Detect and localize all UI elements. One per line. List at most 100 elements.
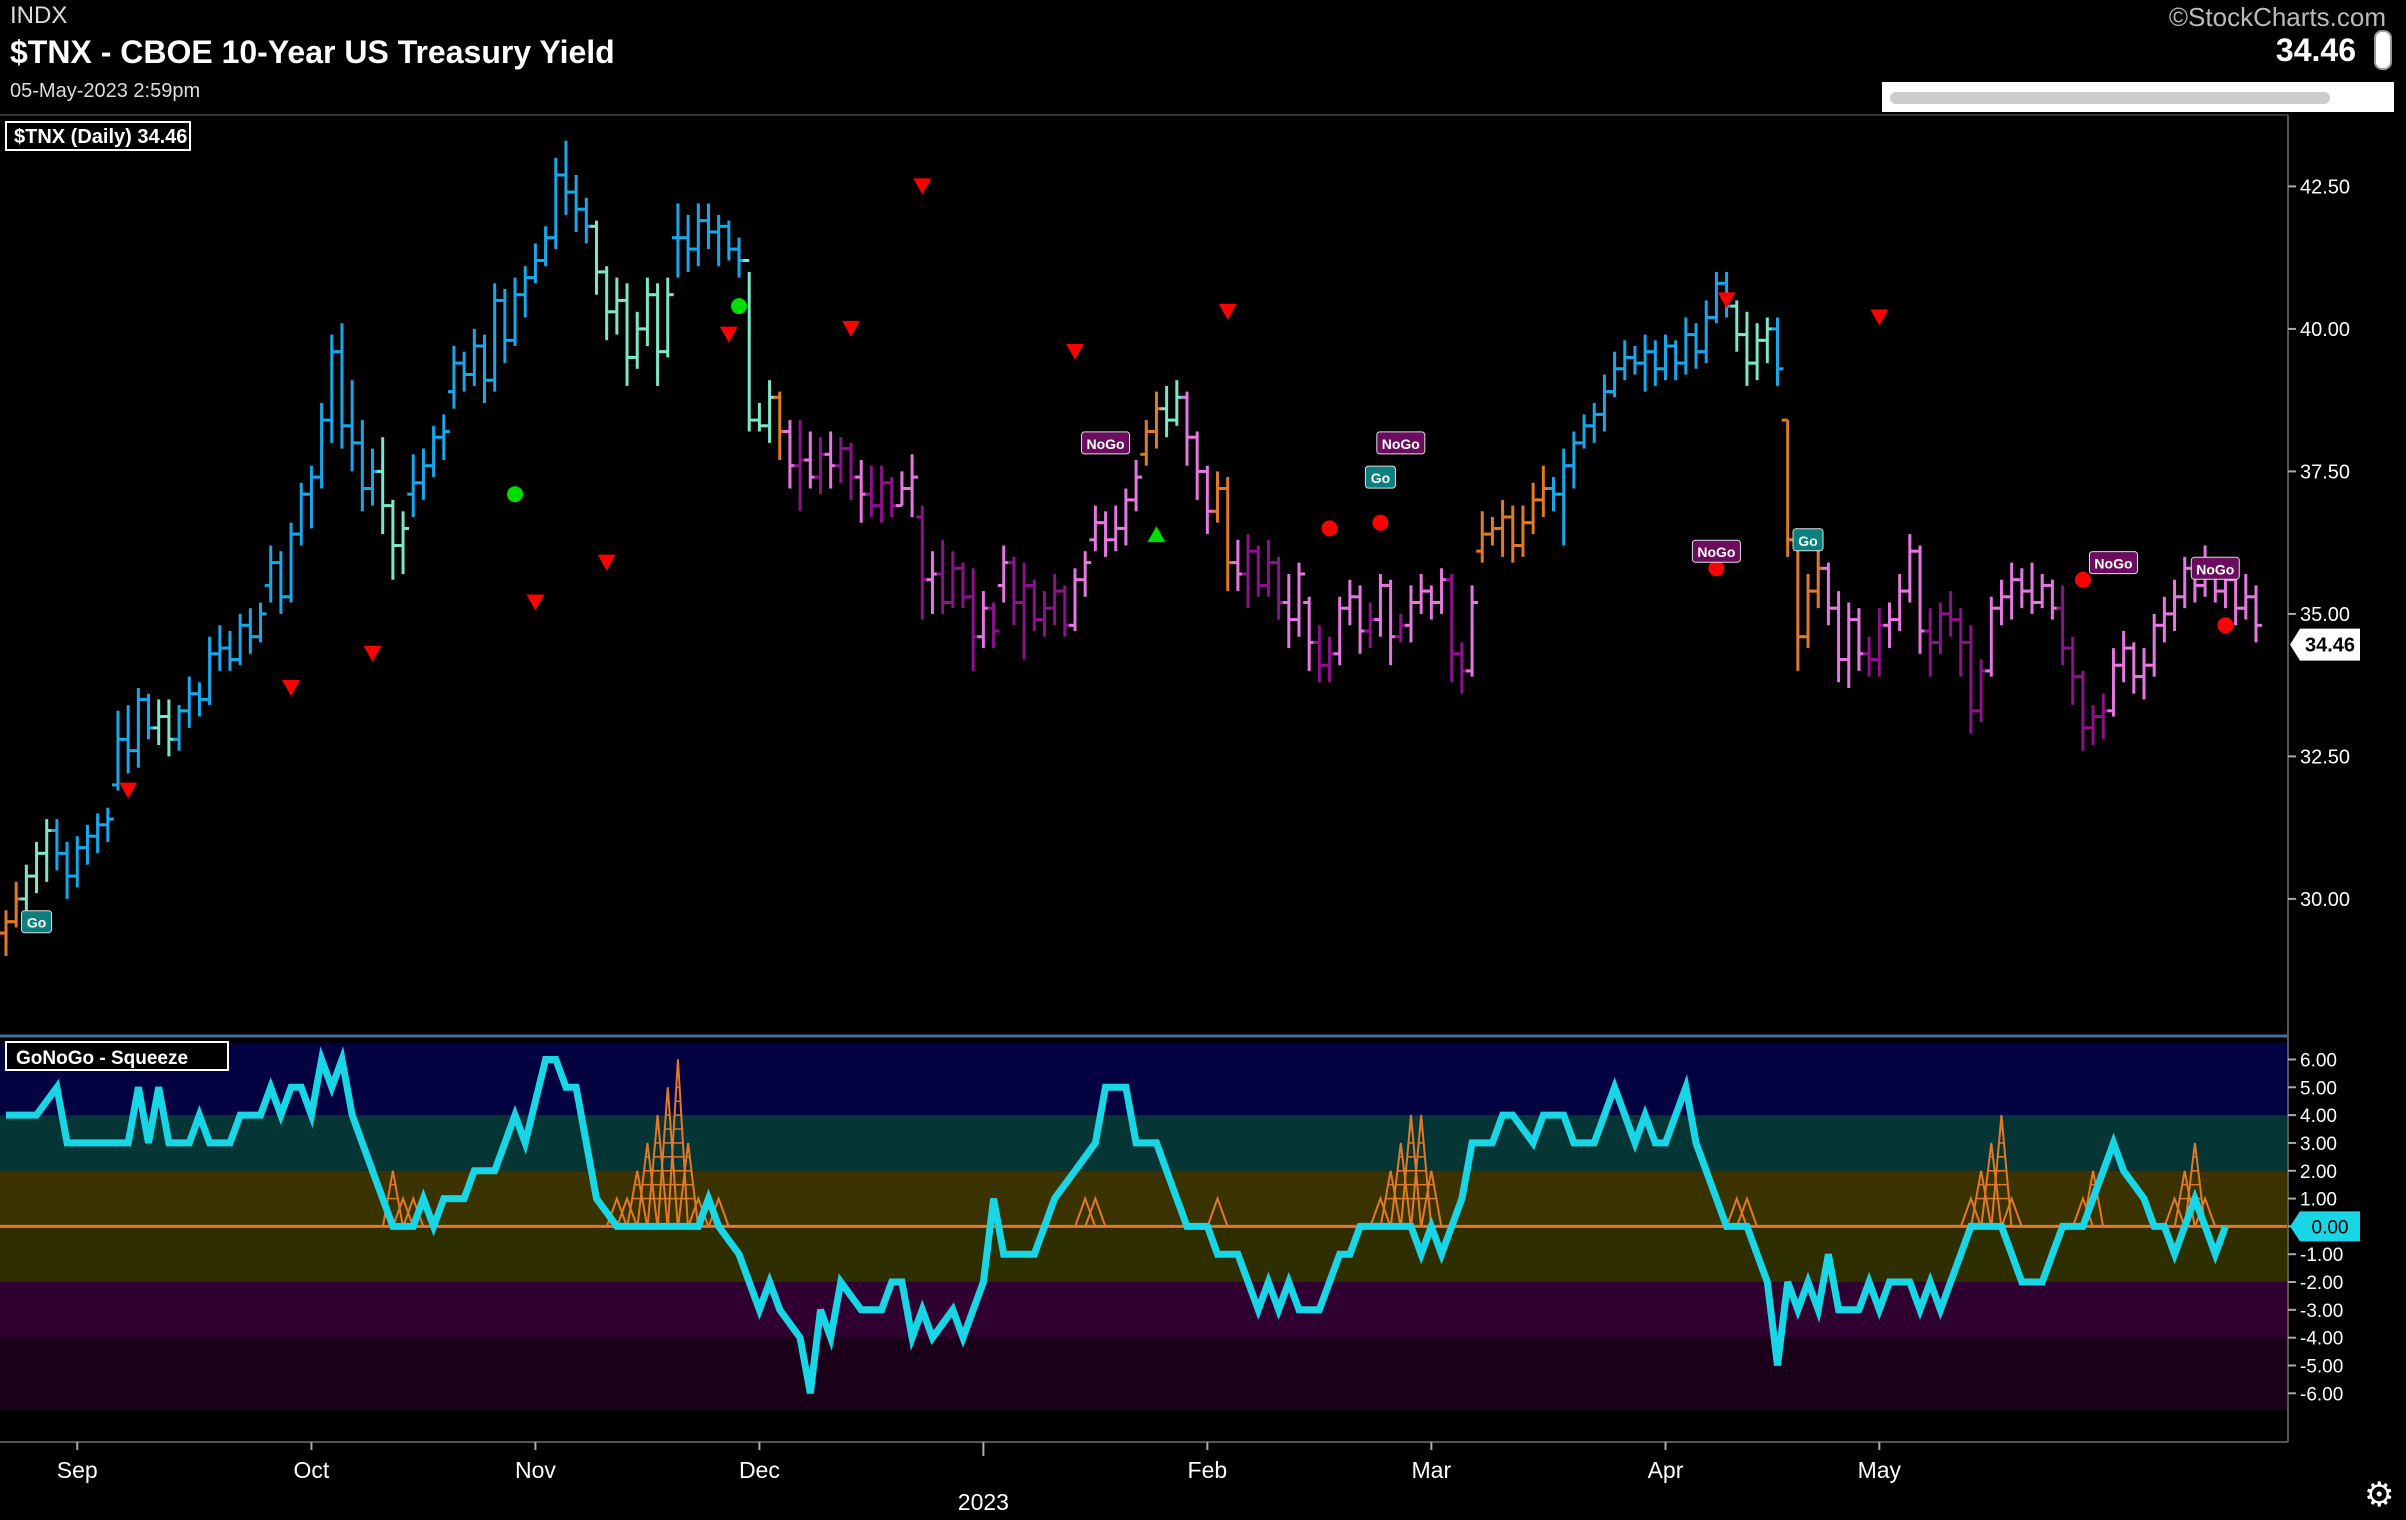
vertical-scroll-handle[interactable] bbox=[2374, 30, 2392, 70]
price-bar bbox=[1058, 585, 1071, 637]
price-bar bbox=[1842, 602, 1855, 688]
price-bar bbox=[152, 699, 165, 745]
price-bar bbox=[498, 289, 511, 364]
price-bar bbox=[2107, 648, 2120, 717]
price-bar bbox=[1740, 311, 1753, 386]
price-bar bbox=[692, 203, 705, 267]
down-triangle-marker bbox=[597, 554, 616, 571]
oscillator-tick-label: -3.00 bbox=[2300, 1301, 2343, 1322]
price-bar bbox=[2158, 596, 2171, 643]
oscillator-tick-label: 6.00 bbox=[2300, 1050, 2337, 1071]
price-bar bbox=[1964, 625, 1977, 734]
price-bar bbox=[101, 807, 114, 842]
nogo-label: NoGo bbox=[1086, 436, 1124, 452]
price-bar bbox=[1048, 574, 1061, 626]
price-bar bbox=[1598, 374, 1611, 432]
squeeze-ladder bbox=[392, 1195, 415, 1227]
oscillator-tick-label: -2.00 bbox=[2300, 1273, 2343, 1294]
price-bar bbox=[1903, 534, 1916, 603]
price-bar bbox=[2056, 585, 2069, 666]
go-label-box bbox=[1792, 528, 1824, 552]
red-circle-marker bbox=[1708, 560, 1725, 577]
price-bar bbox=[20, 864, 33, 916]
range-scrollbar-thumb[interactable] bbox=[1890, 92, 2330, 104]
price-bar bbox=[702, 203, 715, 250]
price-bar bbox=[1934, 602, 1947, 654]
price-bar bbox=[1669, 340, 1682, 381]
price-bar bbox=[957, 562, 970, 609]
price-tick-label: 35.00 bbox=[2300, 604, 2350, 626]
price-bar bbox=[1140, 420, 1153, 466]
price-bar bbox=[1914, 545, 1927, 654]
price-bar bbox=[244, 608, 257, 654]
price-bar bbox=[254, 602, 267, 643]
go-label: Go bbox=[1798, 533, 1817, 549]
price-bar bbox=[234, 613, 247, 666]
price-bar bbox=[1527, 482, 1540, 535]
price-bar bbox=[315, 403, 328, 489]
price-bar bbox=[2097, 693, 2110, 740]
oscillator-zone bbox=[0, 1337, 2288, 1410]
nogo-label-box bbox=[2190, 556, 2240, 580]
last-price-tag bbox=[2290, 628, 2360, 661]
price-tick-label: 32.50 bbox=[2300, 746, 2350, 768]
chart-date: 05-May-2023 2:59pm bbox=[10, 80, 201, 102]
price-bar bbox=[223, 631, 236, 671]
price-bar bbox=[10, 881, 23, 928]
price-bar bbox=[2005, 562, 2018, 620]
price-bar bbox=[2026, 562, 2039, 614]
squeeze-ladder bbox=[646, 1115, 669, 1227]
squeeze-ladder bbox=[1379, 1170, 1402, 1227]
price-bar bbox=[1354, 585, 1367, 654]
price-bar bbox=[305, 465, 318, 529]
price-bar bbox=[671, 203, 684, 278]
squeeze-ladder bbox=[616, 1195, 638, 1227]
price-bar bbox=[1282, 574, 1295, 649]
price-bar bbox=[1415, 574, 1428, 614]
price-bar bbox=[1863, 636, 1876, 677]
price-bar bbox=[386, 499, 399, 580]
price-bar bbox=[804, 431, 817, 489]
squeeze-ladder bbox=[1369, 1195, 1392, 1227]
price-bar bbox=[1893, 574, 1906, 631]
price-bar bbox=[1252, 545, 1265, 597]
price-bar bbox=[651, 283, 664, 386]
price-bar bbox=[376, 437, 389, 535]
price-bar bbox=[1160, 385, 1173, 438]
last-price-tag-label: 34.46 bbox=[2305, 635, 2355, 657]
price-bar bbox=[1476, 511, 1489, 563]
price-tick-label: 40.00 bbox=[2300, 319, 2350, 341]
x-month-label: Mar bbox=[1412, 1457, 1452, 1483]
price-bar bbox=[407, 454, 420, 517]
price-bar bbox=[1578, 414, 1591, 449]
price-bar bbox=[590, 220, 603, 295]
price-bar bbox=[1211, 471, 1224, 523]
go-label: Go bbox=[1371, 470, 1390, 486]
price-bar bbox=[1262, 539, 1275, 597]
down-triangle-marker bbox=[842, 320, 861, 337]
price-bar bbox=[1812, 545, 1825, 609]
price-panel: $TNX (Daily) 34.46 Go NoGo NoGo Go NoGo Go NoGo… bbox=[0, 121, 2262, 956]
price-tick-label: 30.00 bbox=[2300, 889, 2350, 911]
up-triangle-marker bbox=[1147, 526, 1166, 543]
price-bar bbox=[274, 551, 287, 614]
price-legend-label: $TNX (Daily) 34.46 bbox=[14, 126, 187, 148]
price-bar bbox=[1394, 613, 1407, 643]
squeeze-panel: GoNoGo - Squeeze bbox=[0, 1041, 2288, 1410]
squeeze-ladder bbox=[1074, 1195, 1097, 1227]
chart-title: $TNX - CBOE 10-Year US Treasury Yield bbox=[10, 34, 615, 70]
down-triangle-marker bbox=[282, 680, 301, 696]
price-bar bbox=[2036, 574, 2049, 609]
price-bar bbox=[203, 636, 216, 706]
x-month-label: May bbox=[1858, 1457, 1902, 1483]
gear-icon[interactable]: ⚙ bbox=[2364, 1476, 2395, 1514]
down-triangle-marker bbox=[1717, 292, 1736, 309]
price-bar bbox=[946, 551, 959, 609]
price-bar bbox=[1832, 591, 1845, 683]
price-bar bbox=[1292, 562, 1305, 637]
price-bar bbox=[783, 420, 796, 489]
squeeze-ladder bbox=[1084, 1195, 1107, 1227]
price-bar bbox=[539, 226, 552, 267]
price-bar bbox=[111, 710, 124, 791]
price-bar bbox=[1038, 591, 1051, 637]
